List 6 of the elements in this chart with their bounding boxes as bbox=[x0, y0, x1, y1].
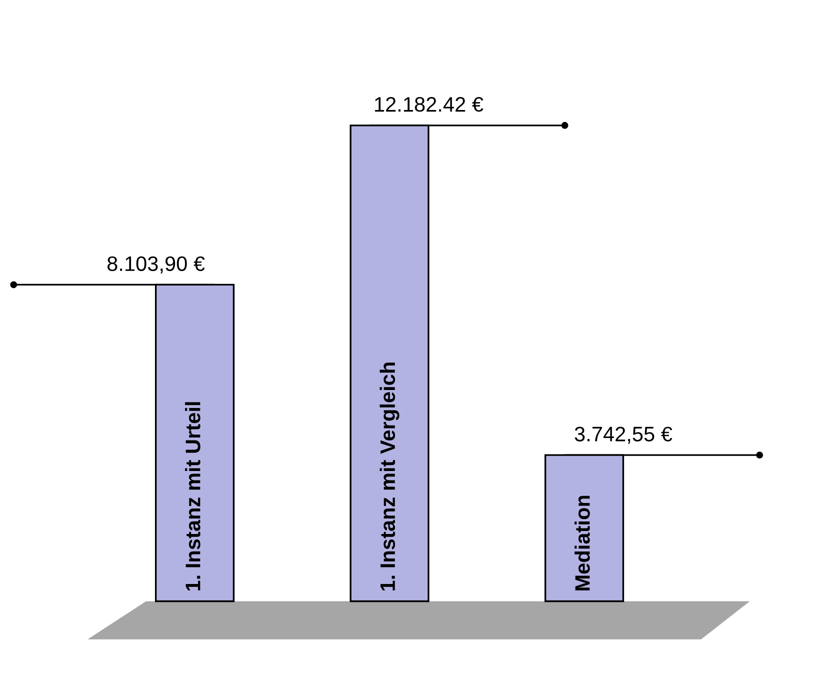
x-tick-label: 1. Instanz mit Urteil bbox=[185, 402, 200, 590]
x-tick-label: Mediation bbox=[574, 496, 590, 590]
data-label: 8.103,90 € bbox=[107, 256, 205, 274]
x-tick-label: 1. Instanz mit Vergleich bbox=[380, 362, 400, 590]
data-label: 3.742,55 € bbox=[574, 426, 672, 444]
data-label: 12.182.42 € bbox=[375, 97, 484, 112]
